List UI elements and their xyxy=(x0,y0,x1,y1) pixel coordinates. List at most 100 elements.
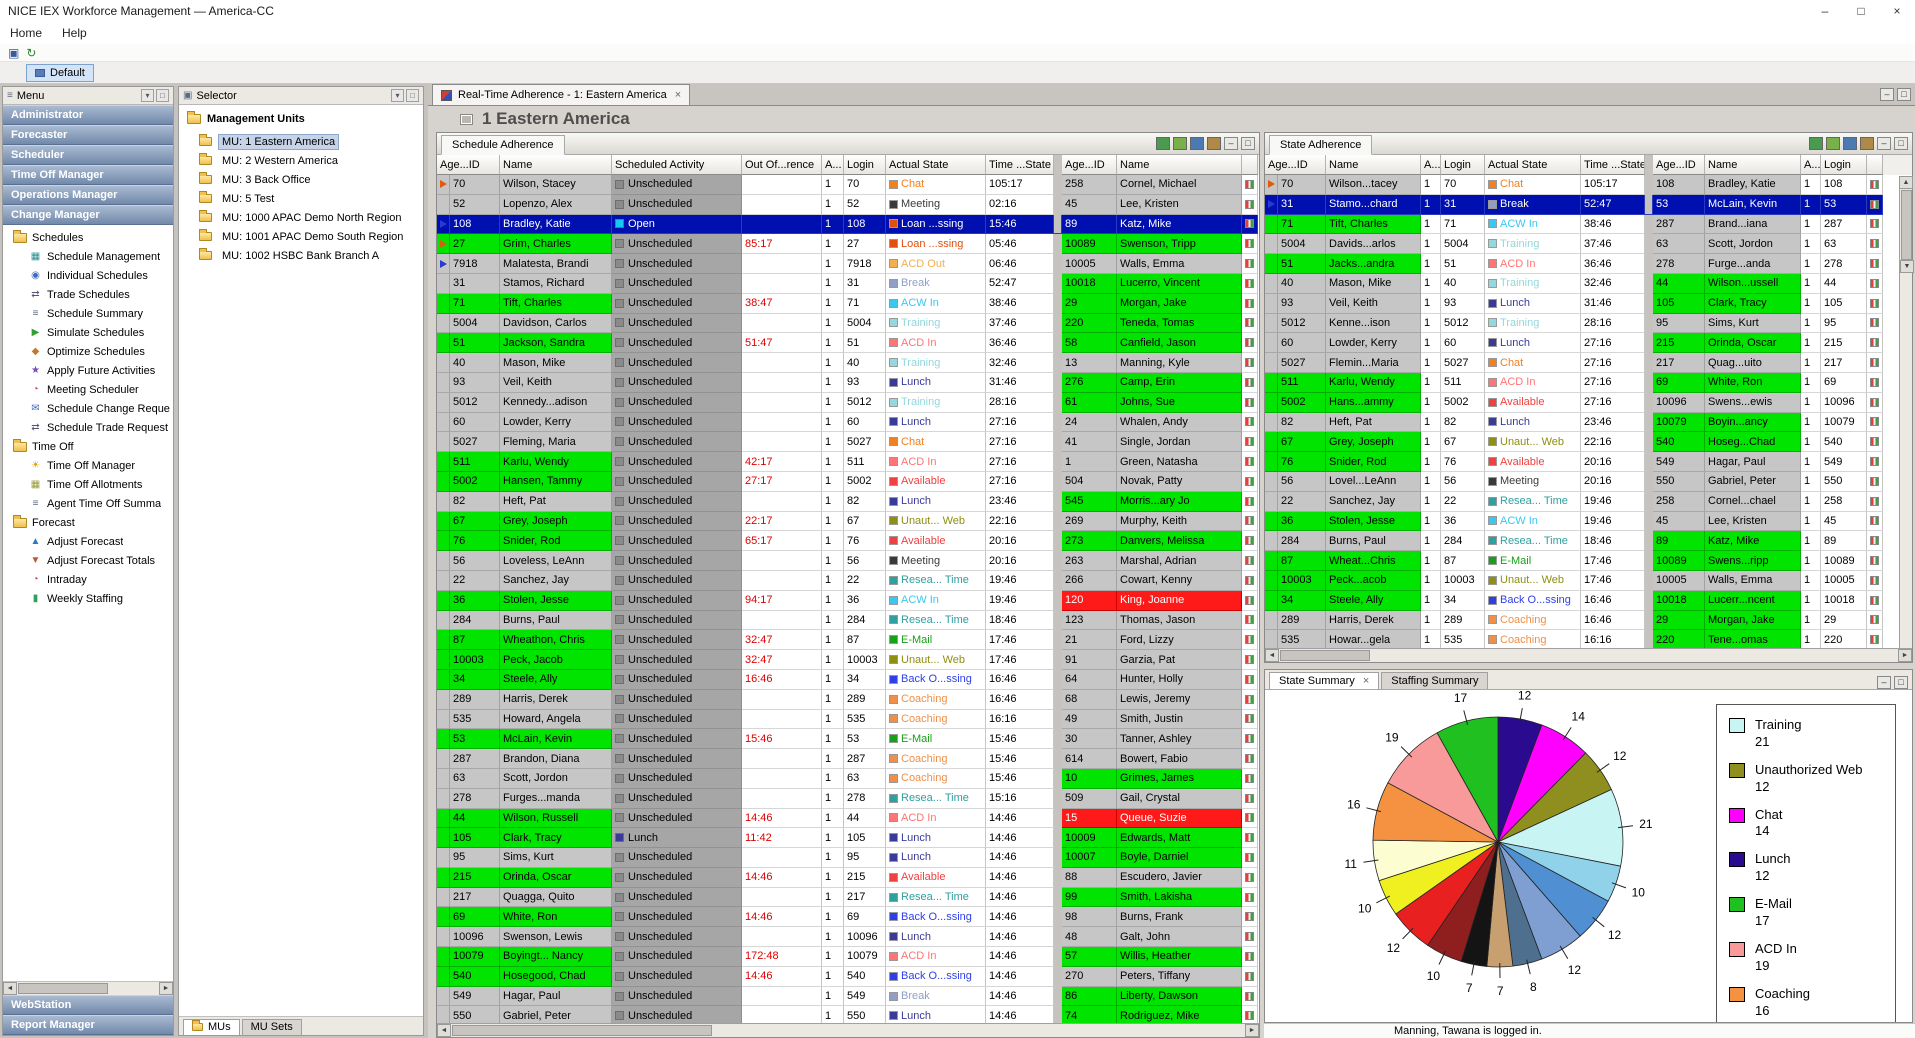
mu-item[interactable]: MU: 2 Western America xyxy=(187,151,415,170)
selector-tab-mus[interactable]: MUs xyxy=(183,1019,240,1035)
schedule-row[interactable]: 36 Stolen, Jesse Unscheduled 94:17 1 36 ACW In… xyxy=(437,590,1259,611)
export-icon[interactable] xyxy=(1809,137,1823,150)
tab-state-summary[interactable]: State Summary × xyxy=(1269,672,1380,689)
minimize-view-icon[interactable]: – xyxy=(1880,88,1894,101)
state-row[interactable]: 51 Jacks...andra 1 51 ACD In 36:46 278 Furge...… xyxy=(1265,254,1912,274)
column-header-time-state[interactable]: Time ...State xyxy=(986,155,1054,175)
schedule-row[interactable]: 540 Hosegood, Chad Unscheduled 14:46 1 540 Bac… xyxy=(437,966,1259,987)
schedule-row[interactable]: 108 Bradley, Katie Open 1 108 Loan ...ssing 15… xyxy=(437,214,1259,235)
selector-tab-mu-sets[interactable]: MU Sets xyxy=(241,1019,302,1035)
schedule-row[interactable]: 44 Wilson, Russell Unscheduled 14:46 1 44 ACD … xyxy=(437,808,1259,829)
column-header-out-of-rence[interactable]: Out Of...rence xyxy=(742,155,822,175)
schedule-row[interactable]: 535 Howard, Angela Unscheduled 1 535 Coaching… xyxy=(437,709,1259,730)
schedule-row[interactable]: 70 Wilson, Stacey Unscheduled 1 70 Chat 105:17… xyxy=(437,175,1259,195)
refresh-icon[interactable]: ↻ xyxy=(26,45,37,60)
save-icon[interactable]: ▣ xyxy=(8,45,20,60)
tree-item-apply-future-activities[interactable]: ★ Apply Future Activities xyxy=(3,361,173,380)
mu-item[interactable]: MU: 1001 APAC Demo South Region xyxy=(187,227,415,246)
scroll-left-icon[interactable]: ◄ xyxy=(437,1024,451,1037)
tab-real-time-adherence[interactable]: Real-Time Adherence - 1: Eastern America… xyxy=(432,84,691,105)
tree-folder-time-off[interactable]: Time Off xyxy=(3,437,173,456)
schedule-row[interactable]: 287 Brandon, Diana Unscheduled 1 287 Coaching… xyxy=(437,749,1259,769)
panel-maximize-icon[interactable]: □ xyxy=(156,89,169,102)
schedule-row[interactable]: 5012 Kennedy...adison Unscheduled 1 5012 Trai… xyxy=(437,392,1259,413)
tree-hscrollbar[interactable]: ◄ ► xyxy=(3,981,173,995)
nav-section-operations-manager[interactable]: Operations Manager xyxy=(3,185,173,205)
state-row[interactable]: 22 Sanchez, Jay 1 22 Resea... Time 19:46 258 Co… xyxy=(1265,491,1912,512)
schedule-row[interactable]: 10096 Swenson, Lewis Unscheduled 1 10096 Lunc… xyxy=(437,927,1259,948)
state-row[interactable]: 511 Karlu, Wendy 1 511 ACD In 27:16 69 White, R… xyxy=(1265,372,1912,393)
mu-item[interactable]: MU: 1002 HSBC Bank Branch A xyxy=(187,246,415,265)
schedule-hscrollbar[interactable]: ◄ ► xyxy=(437,1023,1259,1037)
schedule-row[interactable]: 67 Grey, Joseph Unscheduled 22:17 1 67 Unaut..… xyxy=(437,511,1259,532)
mu-item[interactable]: MU: 1000 APAC Demo North Region xyxy=(187,208,415,227)
restore-panel-icon[interactable]: □ xyxy=(1894,676,1908,689)
column-header-name[interactable]: Name xyxy=(1326,155,1421,175)
mu-item[interactable]: MU: 5 Test xyxy=(187,189,415,208)
maximize-window-icon[interactable]: □ xyxy=(1857,4,1865,18)
panel-menu-icon[interactable]: ▾ xyxy=(391,89,404,102)
export-icon[interactable] xyxy=(1156,137,1170,150)
scroll-left-icon[interactable]: ◄ xyxy=(1265,649,1279,662)
tree-folder-schedules[interactable]: Schedules xyxy=(3,228,173,247)
schedule-row[interactable]: 511 Karlu, Wendy Unscheduled 42:17 1 511 ACD I… xyxy=(437,452,1259,472)
scroll-right-icon[interactable]: ► xyxy=(1898,649,1912,662)
state-row[interactable]: 70 Wilson...tacey 1 70 Chat 105:17 108 Bradley,… xyxy=(1265,175,1912,195)
chart-icon[interactable] xyxy=(1860,137,1874,150)
nav-section-report-manager[interactable]: Report Manager xyxy=(3,1015,173,1035)
restore-panel-icon[interactable]: □ xyxy=(1894,137,1908,150)
state-row[interactable]: 56 Lovel...LeAnn 1 56 Meeting 20:16 550 Gabriel… xyxy=(1265,471,1912,492)
state-row[interactable]: 36 Stolen, Jesse 1 36 ACW In 19:46 45 Lee, Kris… xyxy=(1265,511,1912,532)
schedule-row[interactable]: 5004 Davidson, Carlos Unscheduled 1 5004 Trai… xyxy=(437,313,1259,334)
schedule-row[interactable]: 22 Sanchez, Jay Unscheduled 1 22 Resea... Tim… xyxy=(437,570,1259,591)
restore-panel-icon[interactable]: □ xyxy=(1241,137,1255,150)
schedule-row[interactable]: 34 Steele, Ally Unscheduled 16:46 1 34 Back O.… xyxy=(437,669,1259,690)
state-row[interactable]: 535 Howar...gela 1 535 Coaching 16:16 220 Tene.… xyxy=(1265,630,1912,648)
schedule-row[interactable]: 87 Wheathon, Chris Unscheduled 32:47 1 87 E-Ma… xyxy=(437,630,1259,651)
state-row[interactable]: 40 Mason, Mike 1 40 Training 32:46 44 Wilson...… xyxy=(1265,273,1912,294)
tree-item-adjust-forecast-totals[interactable]: ▼ Adjust Forecast Totals xyxy=(3,551,173,570)
column-header-name[interactable]: Name xyxy=(1705,155,1801,175)
schedule-row[interactable]: 278 Furges...manda Unscheduled 1 278 Resea...… xyxy=(437,788,1259,809)
menu-item-help[interactable]: Help xyxy=(62,26,87,40)
column-header-scheduled-activity[interactable]: Scheduled Activity xyxy=(612,155,742,175)
tree-item-weekly-staffing[interactable]: ▮ Weekly Staffing xyxy=(3,589,173,608)
tab-staffing-summary[interactable]: Staffing Summary xyxy=(1381,672,1489,689)
state-row[interactable]: 284 Burns, Paul 1 284 Resea... Time 18:46 89 Ka… xyxy=(1265,531,1912,552)
schedule-row[interactable]: 76 Snider, Rod Unscheduled 65:17 1 76 Availabl… xyxy=(437,531,1259,552)
tree-item-adjust-forecast[interactable]: ▲ Adjust Forecast xyxy=(3,532,173,551)
schedule-row[interactable]: 550 Gabriel, Peter Unscheduled 1 550 Lunch 14:… xyxy=(437,1006,1259,1023)
state-row[interactable]: 93 Veil, Keith 1 93 Lunch 31:46 105 Clark, Trac… xyxy=(1265,293,1912,314)
column-header-age-id[interactable]: Age...ID xyxy=(1062,155,1117,175)
tree-item-time-off-allotments[interactable]: ▦ Time Off Allotments xyxy=(3,475,173,494)
state-row[interactable]: 10003 Peck...acob 1 10003 Unaut... Web 17:46 1… xyxy=(1265,570,1912,591)
menu-item-home[interactable]: Home xyxy=(10,26,43,40)
state-row[interactable]: 60 Lowder, Kerry 1 60 Lunch 27:16 215 Orinda, O… xyxy=(1265,333,1912,354)
schedule-row[interactable]: 60 Lowder, Kerry Unscheduled 1 60 Lunch 27:16 2… xyxy=(437,412,1259,433)
nav-section-scheduler[interactable]: Scheduler xyxy=(3,145,173,165)
schedule-row[interactable]: 71 Tift, Charles Unscheduled 38:47 1 71 ACW In… xyxy=(437,293,1259,314)
scroll-thumb[interactable] xyxy=(1900,190,1912,260)
tree-item-intraday[interactable]: ◔ Intraday xyxy=(3,570,173,589)
column-header-a[interactable]: A... xyxy=(1421,155,1441,175)
tree-item-agent-time-off-summa[interactable]: ≡ Agent Time Off Summa xyxy=(3,494,173,513)
schedule-row[interactable]: 82 Heft, Pat Unscheduled 1 82 Lunch 23:46 545 Mo… xyxy=(437,491,1259,512)
close-tab-icon[interactable]: × xyxy=(674,89,682,101)
schedule-row[interactable]: 52 Lopenzo, Alex Unscheduled 1 52 Meeting 02:1… xyxy=(437,194,1259,215)
mu-item[interactable]: MU: 1 Eastern America xyxy=(187,132,415,151)
state-row[interactable]: 71 Tift, Charles 1 71 ACW In 38:46 287 Brand...… xyxy=(1265,214,1912,235)
panel-maximize-icon[interactable]: □ xyxy=(406,89,419,102)
schedule-row[interactable]: 31 Stamos, Richard Unscheduled 1 31 Break 52:4… xyxy=(437,273,1259,294)
schedule-row[interactable]: 7918 Malatesta, Brandi Unscheduled 1 7918 ACD… xyxy=(437,254,1259,274)
tree-item-schedule-management[interactable]: ▦ Schedule Management xyxy=(3,247,173,266)
column-header-age-id[interactable]: Age...ID xyxy=(1653,155,1705,175)
restore-view-icon[interactable]: □ xyxy=(1897,88,1911,101)
schedule-row[interactable]: 27 Grim, Charles Unscheduled 85:17 1 27 Loan .… xyxy=(437,234,1259,255)
schedule-row[interactable]: 51 Jackson, Sandra Unscheduled 51:47 1 51 ACD … xyxy=(437,333,1259,354)
columns-icon[interactable] xyxy=(1843,137,1857,150)
chart-icon[interactable] xyxy=(1207,137,1221,150)
scroll-left-icon[interactable]: ◄ xyxy=(3,982,17,995)
schedule-row[interactable]: 289 Harris, Derek Unscheduled 1 289 Coaching 1… xyxy=(437,689,1259,710)
schedule-row[interactable]: 10079 Boyingt... Nancy Unscheduled 172:48 1 1… xyxy=(437,947,1259,967)
minimize-window-icon[interactable]: – xyxy=(1821,4,1829,18)
